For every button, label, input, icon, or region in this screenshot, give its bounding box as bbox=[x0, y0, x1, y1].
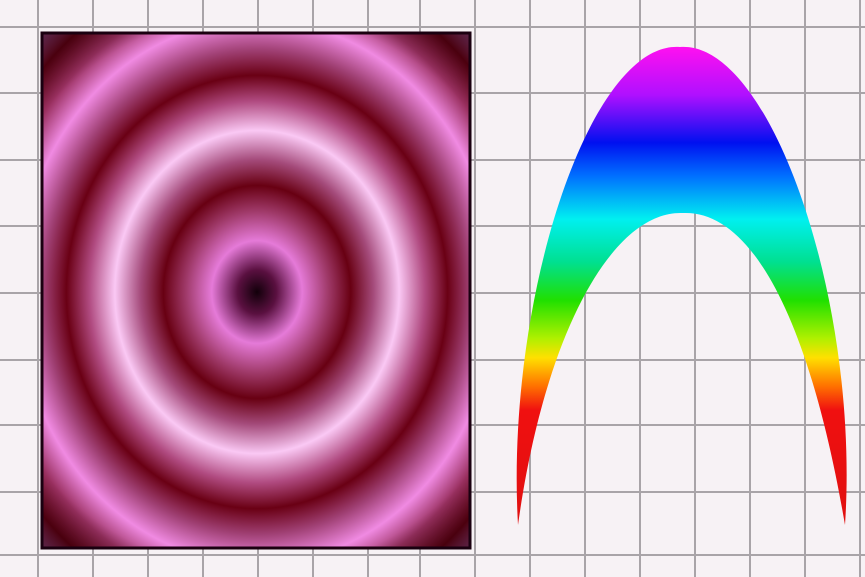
vignette bbox=[42, 33, 470, 548]
ring-panel bbox=[40, 31, 472, 550]
panel-border bbox=[40, 31, 472, 550]
rainbow-arch bbox=[516, 46, 847, 526]
